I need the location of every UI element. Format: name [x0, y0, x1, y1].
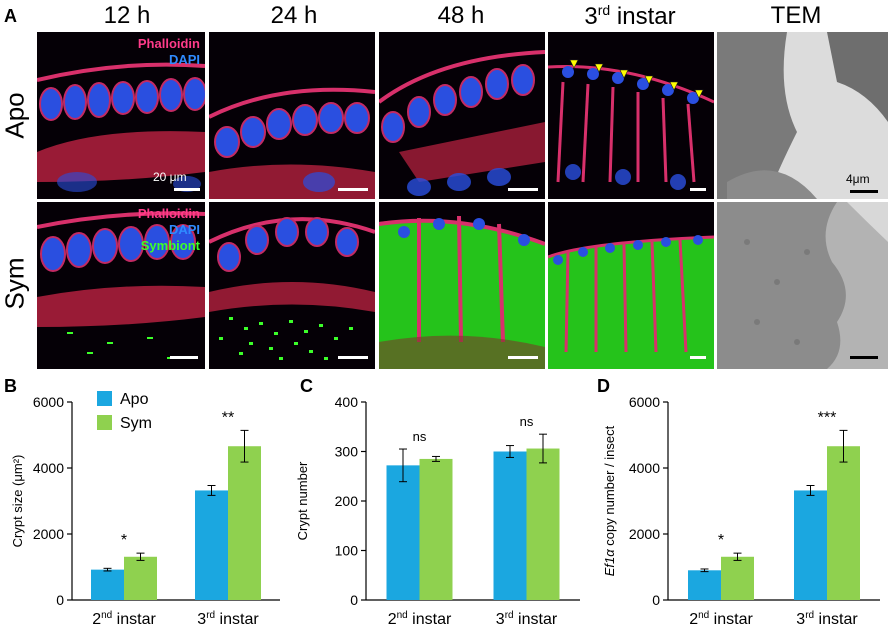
y-tick-label: 100: [335, 543, 359, 559]
y-tick-label: 0: [652, 592, 660, 608]
bar-apo-2: [195, 490, 228, 600]
bar-sym-2: [228, 446, 261, 600]
scalebar-sym-48h: [508, 356, 538, 359]
legend-label-sym: Sym: [120, 415, 152, 432]
y-tick-label: 6000: [33, 394, 64, 410]
significance-label: ***: [818, 409, 837, 426]
panel-b-letter: B: [4, 376, 17, 396]
y-tick-label: 6000: [629, 394, 660, 410]
y-tick-label: 4000: [629, 460, 660, 476]
significance-label: ns: [413, 429, 427, 444]
significance-label: ns: [520, 414, 534, 429]
label-dapi-apo: DAPI: [168, 52, 200, 67]
x-tick-label: 3rd instar: [197, 610, 259, 628]
scalebar-apo-48h: [508, 188, 538, 191]
panel-c-letter: C: [300, 376, 313, 396]
label-phalloidin-apo: Phalloidin: [137, 36, 200, 51]
y-tick-label: 300: [335, 444, 359, 460]
y-tick-label: 200: [335, 493, 359, 509]
column-header-12h: 12 h: [103, 2, 151, 29]
micrograph-apo-12h: [37, 32, 205, 199]
column-header-tem: TEM: [770, 2, 822, 29]
x-tick-label: 2nd instar: [92, 610, 156, 628]
scalebar-sym-24h: [338, 356, 368, 359]
y-tick-label: 4000: [33, 460, 64, 476]
column-header-3rd-instar: 3rd instar: [584, 2, 676, 30]
bar-apo-1: [688, 570, 721, 600]
y-tick-label: 2000: [33, 526, 64, 542]
bar-sym-1: [419, 458, 453, 600]
significance-label: *: [718, 532, 724, 549]
micrograph-sym-12h: [37, 202, 205, 369]
bar-apo-1: [386, 465, 420, 600]
y-tick-label: 0: [56, 592, 64, 608]
column-header-24h: 24 h: [270, 2, 318, 29]
micrograph-apo-24h: [209, 32, 375, 199]
panel-d-letter: D: [597, 376, 610, 396]
scalebar-apo-12h: [174, 188, 200, 191]
y-axis-label: Crypt size (μm²): [10, 455, 25, 548]
arrowheads-3rd-instar: [569, 59, 704, 99]
scalebar-sym-3rd: [690, 356, 706, 359]
legend-swatch-apo: [97, 391, 112, 406]
y-tick-label: 400: [335, 394, 359, 410]
y-tick-label: 2000: [629, 526, 660, 542]
bar-sym-1: [721, 556, 754, 600]
micrograph-sym-tem: [717, 202, 888, 369]
label-phalloidin-sym: Phalloidin: [137, 206, 200, 221]
panel-a-letter: A: [4, 6, 17, 26]
x-tick-label: 3rd instar: [496, 610, 558, 628]
x-tick-label: 2nd instar: [689, 610, 753, 628]
label-symbiont-sym: Symbiont: [140, 238, 200, 253]
row-label-sym: Sym: [0, 257, 30, 310]
micrograph-sym-3rd-instar: [548, 202, 714, 369]
label-dapi-sym: DAPI: [168, 222, 200, 237]
scalebar-apo-tem: [850, 190, 878, 193]
significance-label: *: [121, 532, 127, 549]
bar-apo-2: [493, 451, 527, 600]
micrograph-apo-tem: [717, 32, 888, 199]
scalebar-sym-12h: [170, 356, 198, 359]
micrograph-apo-48h: [379, 32, 545, 199]
bar-apo-2: [794, 490, 827, 600]
bar-apo-1: [91, 569, 124, 600]
significance-label: **: [222, 409, 234, 426]
y-axis-label: Ef1α copy number / insect: [602, 425, 617, 576]
scalebar-apo-3rd: [690, 188, 706, 191]
micrograph-sym-24h: [209, 202, 375, 369]
micrograph-sym-48h: [379, 202, 545, 369]
bar-sym-1: [124, 556, 157, 600]
y-axis-label: Crypt number: [295, 461, 310, 540]
scalebar-sym-tem: [850, 356, 878, 359]
x-tick-label: 2nd instar: [388, 610, 452, 628]
row-label-apo: Apo: [0, 92, 30, 139]
scalebar-apo-24h: [338, 188, 368, 191]
legend-label-apo: Apo: [120, 391, 149, 408]
x-tick-label: 3rd instar: [796, 610, 858, 628]
column-header-48h: 48 h: [437, 2, 485, 29]
bar-sym-2: [827, 446, 860, 600]
y-tick-label: 0: [350, 592, 358, 608]
legend-swatch-sym: [97, 415, 112, 430]
bar-sym-2: [526, 448, 560, 600]
scale-label-4um: 4μm: [846, 172, 870, 186]
scale-label-20um: 20 μm: [153, 170, 187, 184]
